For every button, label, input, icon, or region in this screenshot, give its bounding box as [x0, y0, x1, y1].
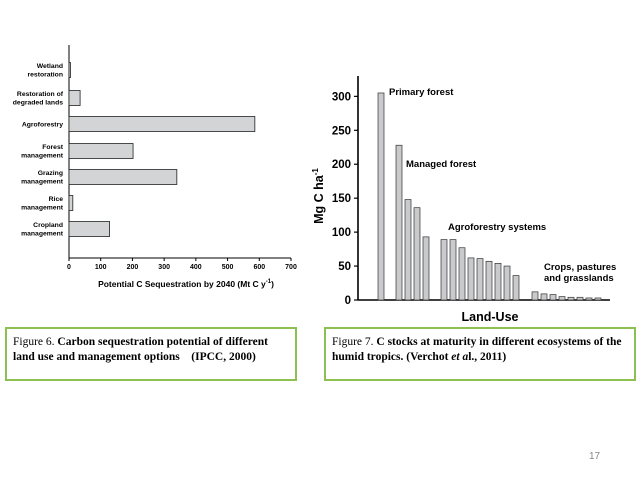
- chart1-x-tick-label: 200: [127, 264, 139, 271]
- chart2-bar: [404, 199, 412, 301]
- chart2-bar: [576, 296, 584, 301]
- chart2-bar: [458, 247, 466, 301]
- chart2-y-tick-label: 100: [332, 227, 351, 239]
- chart1-category-label: Agroforestry: [22, 121, 63, 128]
- chart1-bar: [68, 90, 81, 106]
- chart2-y-tick-label: 0: [345, 295, 351, 307]
- chart1-x-tick-label: 100: [95, 264, 107, 271]
- chart1-category-label: Cropland management: [21, 222, 64, 237]
- chart1-category-label: Grazing management: [21, 170, 64, 185]
- carbon-stocks-chart: 0 50 100 150 200 250 300 Primary forest Managed…: [311, 76, 616, 324]
- ipcc-sequestration-chart: Wetland restoration Restoration of degraded…: [13, 45, 297, 289]
- chart2-y-tick-label: 50: [338, 261, 351, 273]
- chart1-category-label: Restoration of degraded lands: [13, 91, 64, 106]
- chart2-y-tick-label: 300: [332, 91, 351, 103]
- chart1-x-tick-label: 400: [190, 264, 202, 271]
- figure-7-caption: Figure 7. C stocks at maturity in differ…: [324, 327, 636, 381]
- chart2-annotation: Primary forest: [389, 87, 454, 98]
- chart2-bar: [549, 294, 557, 301]
- chart2-bar: [395, 144, 403, 301]
- chart2-annotation: Managed forest: [406, 159, 477, 170]
- chart1-x-tick-label: 600: [253, 264, 265, 271]
- chart2-bar: [422, 236, 430, 301]
- chart2-y-tick-label: 200: [332, 159, 351, 171]
- chart2-x-axis-label: Land-Use: [462, 310, 519, 324]
- chart1-bar: [68, 195, 74, 211]
- chart2-bar: [377, 92, 385, 301]
- chart2-y-tick-label: 250: [332, 125, 351, 137]
- chart2-bar: [503, 265, 511, 301]
- chart1-x-tick-label: 0: [67, 264, 71, 271]
- chart2-bar: [440, 239, 448, 301]
- chart2-bar: [467, 257, 475, 301]
- chart1-bar: [68, 169, 178, 185]
- chart2-bar: [540, 293, 548, 301]
- chart1-x-axis-label: Potential C Sequestration by 2040 (Mt C …: [98, 279, 274, 289]
- chart2-bar: [485, 260, 493, 301]
- figure-6-caption: Figure 6. Carbon sequestration potential…: [5, 327, 297, 381]
- chart2-bar: [594, 297, 602, 301]
- chart2-bar: [494, 262, 502, 301]
- chart2-bar: [512, 275, 520, 301]
- chart1-x-tick-label: 500: [222, 264, 234, 271]
- chart2-bar: [531, 291, 539, 301]
- chart1-category-label: Forest management: [21, 144, 64, 159]
- page-number: 17: [589, 451, 601, 462]
- chart1-category-label: Wetland restoration: [27, 63, 63, 78]
- chart1-bar: [68, 221, 110, 237]
- chart2-y-tick-label: 150: [332, 193, 351, 205]
- chart2-bar: [449, 239, 457, 301]
- chart2-bar: [413, 207, 421, 301]
- chart1-bar: [68, 143, 134, 159]
- chart1-bar: [68, 62, 71, 78]
- chart2-y-axis-label: Mg C ha-1: [311, 168, 326, 224]
- chart1-category-label: Rice management: [21, 196, 64, 211]
- chart2-annotation: Crops, pastures and grasslands: [544, 262, 616, 284]
- chart2-bar: [567, 296, 575, 301]
- chart2-bar: [585, 297, 593, 301]
- chart1-x-tick-label: 700: [285, 264, 297, 271]
- chart2-annotation: Agroforestry systems: [448, 222, 546, 233]
- chart1-x-tick-label: 300: [158, 264, 170, 271]
- chart1-bar: [68, 116, 256, 132]
- chart2-bar: [558, 296, 566, 301]
- chart2-bar: [476, 258, 484, 301]
